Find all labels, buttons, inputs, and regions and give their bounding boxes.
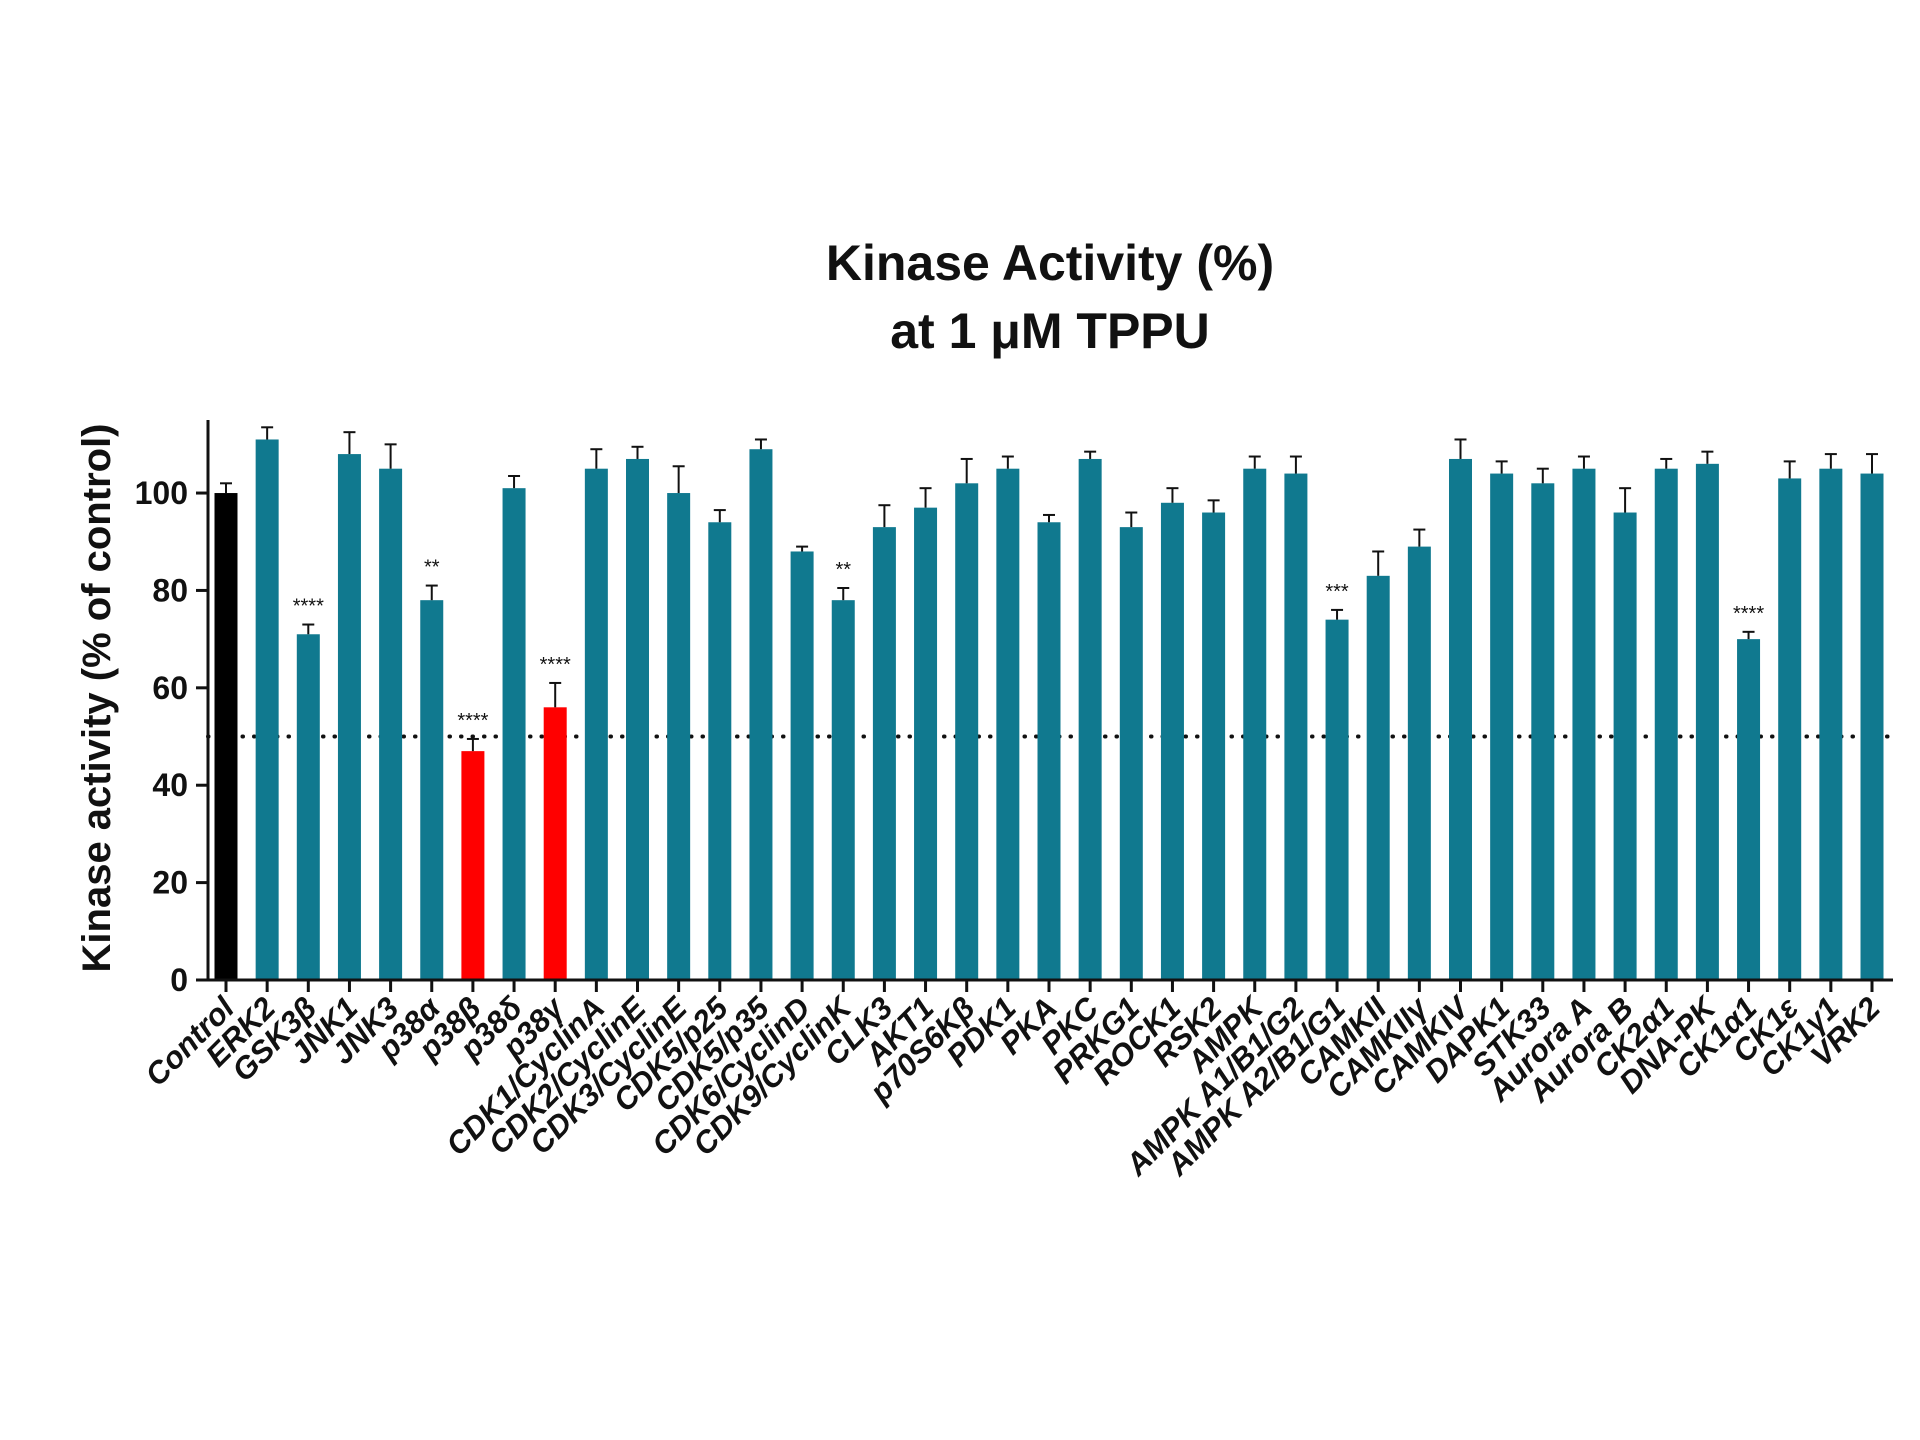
bar [379, 468, 403, 980]
bar [1490, 473, 1514, 980]
y-tick-label: 40 [152, 767, 188, 803]
bar [790, 551, 814, 980]
bar [831, 600, 855, 980]
bar [1078, 458, 1102, 980]
plot-area: ControlERK2****GSK3βJNK1JNK3**p38α****p3… [135, 420, 1895, 1183]
bar [255, 439, 279, 980]
bar [749, 449, 773, 980]
bar [584, 468, 608, 980]
significance-label: ** [835, 559, 851, 581]
bar [1366, 575, 1390, 980]
bar [914, 507, 938, 980]
bar [1407, 546, 1431, 980]
chart-title: Kinase Activity (%) [826, 235, 1274, 291]
bar [1695, 463, 1719, 981]
bar [1284, 473, 1308, 980]
bar [996, 468, 1020, 980]
y-tick-label: 60 [152, 670, 188, 706]
bar [1778, 478, 1802, 980]
significance-label: *** [1325, 581, 1349, 603]
bar [1572, 468, 1596, 980]
bar [420, 600, 444, 980]
bar [543, 707, 567, 980]
bar [1449, 458, 1472, 980]
bar [1037, 522, 1061, 980]
bar [1819, 468, 1843, 980]
bar [955, 483, 979, 980]
bar [872, 527, 896, 980]
significance-label: **** [457, 710, 488, 732]
bar [667, 493, 691, 980]
bar [502, 488, 526, 980]
bar [1654, 468, 1678, 980]
significance-label: ** [424, 557, 440, 579]
bar [214, 493, 238, 980]
bar [1119, 527, 1143, 980]
significance-label: **** [540, 654, 571, 676]
y-tick-label: 100 [135, 475, 188, 511]
y-axis-label: Kinase activity (% of control) [75, 424, 119, 973]
bar [1325, 619, 1349, 980]
bar [337, 454, 361, 981]
bar [1613, 512, 1637, 980]
bar [461, 751, 485, 980]
chart-subtitle: at 1 μM TPPU [890, 303, 1210, 359]
significance-label: **** [293, 596, 324, 618]
y-tick-label: 20 [152, 865, 188, 901]
bar [1243, 468, 1267, 980]
y-tick-label: 80 [152, 572, 188, 608]
bar [1531, 483, 1555, 980]
bar [1737, 639, 1761, 980]
bar [626, 458, 649, 980]
bar [296, 634, 320, 980]
bar [1202, 512, 1226, 980]
significance-label: **** [1733, 603, 1764, 625]
bar [1860, 473, 1884, 980]
bar [1160, 502, 1184, 980]
y-tick-label: 0 [170, 962, 188, 998]
bar [708, 522, 732, 980]
